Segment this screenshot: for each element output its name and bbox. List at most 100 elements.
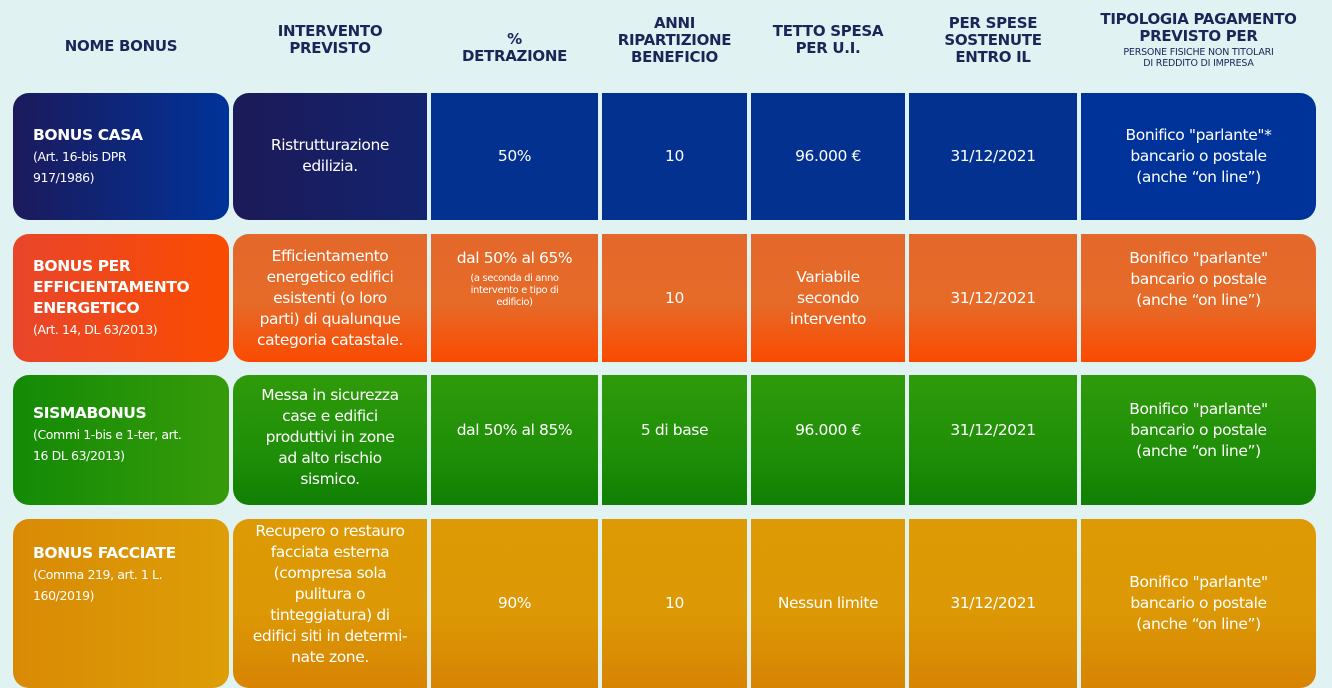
table-row-bonus-facciate: BONUS FACCIATE (Comma 219, art. 1 L. 160… [13, 519, 1316, 688]
intervento-line: tinteggiatura) di [270, 606, 390, 624]
intervento-line: esistenti (o loro [273, 288, 387, 307]
cell-detrazione: dal 50% al 85% [431, 375, 598, 505]
intervento-line: edilizia. [302, 157, 358, 175]
table-row-sismabonus: SISMABONUS (Commi 1-bis e 1-ter, art. 16… [13, 375, 1316, 505]
anni-value: 10 [665, 288, 684, 307]
table-row-efficientamento: BONUS PER EFFICIENTAMENTO ENERGETICO (Ar… [13, 234, 1316, 362]
intervento-line: (compresa sola [273, 564, 387, 582]
cell-nome-bonus: BONUS PER EFFICIENTAMENTO ENERGETICO (Ar… [13, 234, 229, 362]
cell-anni: 10 [602, 93, 747, 220]
tetto-value: Variabile [796, 267, 860, 286]
tetto-value: 96.000 € [795, 147, 861, 165]
intervento-line: edifici siti in determi- [252, 627, 408, 645]
intervento-line: Efficientamento [271, 246, 389, 265]
header-entro: PER SPESE SOSTENUTE ENTRO IL [909, 0, 1077, 86]
cell-anni: 5 di base [602, 375, 747, 505]
tetto-value: secondo [797, 288, 859, 307]
cell-pagamento: Bonifico "parlante" bancario o postale (… [1081, 234, 1316, 362]
bonus-title: BONUS FACCIATE [33, 544, 176, 562]
bonus-title: BONUS PER [33, 257, 131, 275]
entro-value: 31/12/2021 [950, 288, 1036, 307]
intervento-line: categoria catastale. [256, 330, 404, 349]
header-label: PER SPESE [948, 13, 1038, 32]
bonus-title: EFFICIENTAMENTO [33, 278, 190, 296]
pagamento-line: bancario o postale [1130, 270, 1267, 288]
cell-pagamento: Bonifico "parlante"* bancario o postale … [1081, 93, 1316, 220]
detrazione-value: 90% [497, 594, 532, 612]
intervento-line: Recupero o restauro [255, 522, 405, 540]
tetto-value: intervento [789, 309, 867, 328]
bonus-ref: (Comma 219, art. 1 L. [33, 567, 163, 582]
header-label: TIPOLOGIA PAGAMENTO [1100, 10, 1297, 28]
intervento-line: energetico edifici [266, 267, 394, 286]
cell-detrazione: 50% [431, 93, 598, 220]
bonus-title: ENERGETICO [33, 299, 140, 317]
bonus-title: BONUS CASA [33, 126, 143, 144]
anni-value: 10 [665, 147, 684, 165]
entro-value: 31/12/2021 [950, 147, 1036, 165]
intervento-line: Ristrutturazione [270, 136, 390, 154]
bonus-ref: (Art. 16-bis DPR [33, 149, 127, 164]
cell-tetto: 96.000 € [751, 93, 905, 220]
header-detrazione: % DETRAZIONE [431, 2, 598, 94]
cell-entro: 31/12/2021 [909, 375, 1077, 505]
pagamento-line: (anche “on line”) [1136, 442, 1261, 460]
cell-intervento: Ristrutturazione edilizia. [233, 93, 427, 220]
header-intervento: INTERVENTO PREVISTO [233, 0, 427, 86]
header-sublabel: PERSONE FISICHE NON TITOLARI [1123, 47, 1274, 58]
entro-value: 31/12/2021 [950, 421, 1036, 439]
intervento-line: sismico. [300, 470, 360, 488]
entro-value: 31/12/2021 [950, 594, 1036, 612]
cell-nome-bonus: BONUS FACCIATE (Comma 219, art. 1 L. 160… [13, 519, 229, 688]
intervento-line: parti) di qualunque [259, 309, 401, 328]
cell-entro: 31/12/2021 [909, 93, 1077, 220]
header-nome-bonus: NOME BONUS [13, 0, 229, 92]
intervento-line: ad alto rischio [278, 449, 382, 467]
cell-anni: 10 [602, 234, 747, 362]
pagamento-line: bancario o postale [1130, 421, 1267, 439]
bonus-ref: 160/2019) [33, 588, 95, 603]
header-label: TETTO SPESA [772, 22, 884, 40]
pagamento-line: (anche “on line”) [1136, 615, 1261, 633]
tetto-value: 96.000 € [795, 421, 861, 439]
bonus-ref: (Commi 1-bis e 1-ter, art. [33, 427, 182, 442]
cell-nome-bonus: BONUS CASA (Art. 16-bis DPR 917/1986) [13, 93, 229, 220]
detrazione-value: dal 50% al 65% [456, 249, 573, 267]
cell-intervento: Efficientamento energetico edifici esist… [233, 234, 427, 362]
bonus-ref: 917/1986) [33, 170, 95, 185]
table-row-bonus-casa: BONUS CASA (Art. 16-bis DPR 917/1986) Ri… [13, 93, 1316, 220]
pagamento-line: Bonifico "parlante" [1129, 400, 1268, 418]
anni-value: 5 di base [640, 421, 709, 439]
header-label: PREVISTO [289, 39, 371, 57]
cell-detrazione: 90% [431, 519, 598, 688]
pagamento-line: bancario o postale [1130, 147, 1267, 165]
detrazione-value: dal 50% al 85% [456, 421, 573, 439]
header-label: PER U.I. [795, 39, 861, 57]
intervento-line: pulitura o [294, 585, 366, 603]
cell-tetto: Nessun limite [751, 519, 905, 688]
anni-value: 10 [665, 594, 684, 612]
pagamento-line: (anche “on line”) [1136, 168, 1261, 186]
header-label: SOSTENUTE [944, 30, 1042, 49]
header-label: RIPARTIZIONE [617, 30, 732, 49]
cell-tetto: 96.000 € [751, 375, 905, 505]
header-pagamento: TIPOLOGIA PAGAMENTO PREVISTO PER PERSONE… [1081, 0, 1316, 86]
bonus-ref: 16 DL 63/2013) [33, 448, 125, 463]
cell-entro: 31/12/2021 [909, 519, 1077, 688]
intervento-line: nate zone. [291, 648, 369, 666]
tetto-value: Nessun limite [777, 594, 879, 612]
pagamento-line: bancario o postale [1130, 594, 1267, 612]
header-label: % [507, 30, 522, 48]
cell-anni: 10 [602, 519, 747, 688]
intervento-line: facciata esterna [270, 543, 390, 561]
cell-nome-bonus: SISMABONUS (Commi 1-bis e 1-ter, art. 16… [13, 375, 229, 505]
pagamento-line: (anche “on line”) [1136, 291, 1261, 309]
header-label: BENEFICIO [631, 47, 718, 66]
pagamento-line: Bonifico "parlante" [1129, 573, 1268, 591]
detrazione-note: intervento e tipo di [470, 285, 559, 296]
intervento-line: Messa in sicurezza [261, 386, 399, 404]
header-label: ANNI [653, 13, 696, 32]
detrazione-note: edificio) [496, 297, 533, 308]
pagamento-line: Bonifico "parlante"* [1125, 126, 1272, 144]
bonus-ref: (Art. 14, DL 63/2013) [33, 322, 158, 337]
